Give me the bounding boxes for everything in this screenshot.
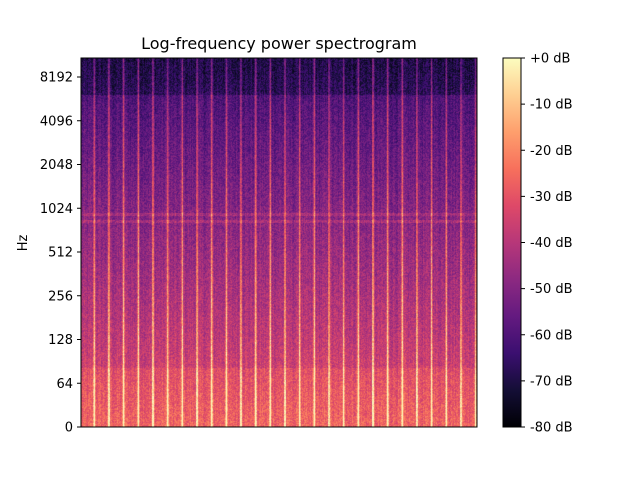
chart-title: Log-frequency power spectrogram bbox=[141, 34, 417, 53]
y-tick-label: 2048 bbox=[40, 158, 73, 173]
plot-frame bbox=[80, 57, 478, 428]
colorbar-tick-label: -70 dB bbox=[530, 374, 573, 389]
y-tick-label: 512 bbox=[48, 246, 73, 261]
y-tick-label: 64 bbox=[56, 377, 73, 392]
y-axis-ticks: 0 64 128 256 512 1024 2048 4096 8192 bbox=[40, 71, 81, 436]
y-tick-label: 128 bbox=[48, 333, 73, 348]
y-tick-label: 1024 bbox=[40, 202, 73, 217]
y-tick-label: 0 bbox=[65, 421, 73, 436]
colorbar-ticks: +0 dB -10 dB -20 dB -30 dB -40 dB -50 dB -60 d… bbox=[521, 52, 573, 436]
y-tick-label: 4096 bbox=[40, 114, 73, 129]
y-tick-label: 8192 bbox=[40, 71, 73, 86]
colorbar-tick-label: -50 dB bbox=[530, 282, 573, 297]
colorbar-tick-label: -10 dB bbox=[530, 98, 573, 113]
spectrogram-image bbox=[81, 58, 477, 427]
colorbar-tick-label: -30 dB bbox=[530, 190, 573, 205]
colorbar-tick-label: -40 dB bbox=[530, 236, 573, 251]
colorbar-tick-label: +0 dB bbox=[530, 52, 570, 67]
spectrogram-plot-area bbox=[81, 58, 477, 427]
colorbar bbox=[503, 58, 521, 427]
colorbar-tick-label: -20 dB bbox=[530, 144, 573, 159]
y-axis-label: Hz bbox=[16, 235, 31, 252]
colorbar-tick-label: -80 dB bbox=[530, 421, 573, 436]
y-tick-label: 256 bbox=[48, 289, 73, 304]
colorbar-tick-label: -60 dB bbox=[530, 328, 573, 343]
